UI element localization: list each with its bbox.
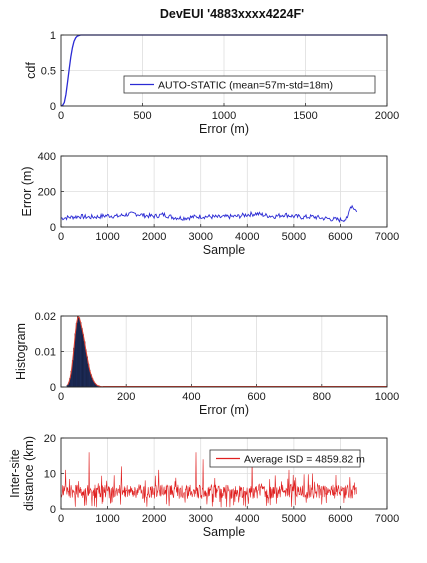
x-tick-label: 0 [58, 391, 64, 403]
histogram-bar [82, 334, 84, 388]
x-tick-label: 800 [313, 391, 331, 403]
x-tick-label: 600 [247, 391, 265, 403]
y-tick-label: 0.02 [35, 311, 56, 323]
legend-box [209, 449, 361, 468]
x-tick-label: 7000 [375, 231, 399, 243]
x-tick-label: 500 [133, 110, 151, 122]
x-tick-label: 400 [182, 391, 200, 403]
error-vs-sample-panel: 0 1000 2000 3000 4000 5000 6000 7000 0 200 400 Samp… [20, 151, 399, 257]
histogram-bar [75, 322, 78, 388]
y-tick-label: 0 [50, 222, 56, 234]
y-tick-label: 20 [44, 433, 56, 445]
isd-panel: 0 1000 2000 3000 4000 5000 6000 7000 0 10 20 Sample… [8, 433, 399, 539]
x-tick-label: 3000 [188, 513, 212, 525]
y-tick-label: 1 [50, 30, 56, 42]
histogram-fit-line [67, 315, 103, 388]
axes-frame [60, 34, 388, 107]
y-axis-label: Inter-sitedistance (km) [8, 436, 36, 511]
x-axis-label: Sample [203, 525, 245, 539]
x-tick-label: 2000 [142, 513, 166, 525]
histogram-bar [78, 317, 81, 388]
cdf-panel: 0 500 1000 1500 2000 0 0.5 1 Error (m) cdf AUTO-ST… [24, 30, 399, 136]
histogram-bar [84, 349, 87, 388]
histogram-bar [83, 341, 86, 388]
x-axis-label: Sample [203, 243, 245, 257]
y-tick-label: 0 [50, 101, 56, 113]
y-tick-label: 0.01 [35, 347, 56, 359]
x-tick-label: 2000 [142, 231, 166, 243]
x-axis-label: Error (m) [199, 122, 249, 136]
x-tick-label: 1000 [95, 513, 119, 525]
y-tick-label: 400 [38, 151, 56, 163]
x-tick-label: 4000 [235, 231, 259, 243]
isd-trace [60, 452, 357, 508]
x-tick-label: 200 [117, 391, 135, 403]
x-tick-label: 1500 [293, 110, 317, 122]
y-tick-label: 0.5 [41, 66, 56, 78]
histogram-bar [79, 322, 82, 388]
y-tick-label: 10 [44, 469, 56, 481]
x-tick-label: 4000 [235, 513, 259, 525]
x-tick-label: 2000 [375, 110, 399, 122]
legend-label: Average ISD = 4859.82 m [244, 454, 365, 466]
y-axis-label-line: Inter-site [8, 449, 22, 498]
y-axis-label: cdf [24, 62, 38, 79]
legend-label: AUTO-STATIC (mean=57m-std=18m) [158, 80, 333, 92]
y-tick-label: 0 [50, 504, 56, 516]
legend-box [123, 75, 376, 94]
x-axis-label: Error (m) [199, 403, 249, 417]
x-tick-label: 5000 [282, 513, 306, 525]
x-tick-label: 5000 [282, 231, 306, 243]
x-tick-label: 7000 [375, 513, 399, 525]
y-axis-label: Histogram [14, 323, 28, 380]
y-axis-label-line: distance (km) [22, 436, 36, 511]
axes-frame [60, 437, 388, 510]
y-tick-label: 0 [50, 382, 56, 394]
y-tick-label: 200 [38, 187, 56, 199]
x-tick-label: 0 [58, 231, 64, 243]
x-tick-label: 3000 [188, 231, 212, 243]
figure-title: DevEUI '4883xxxx4224F' [160, 7, 304, 21]
x-tick-label: 6000 [328, 513, 352, 525]
x-tick-label: 1000 [95, 231, 119, 243]
axes-frame [60, 315, 388, 388]
error-trace [60, 204, 358, 223]
histogram-bar [77, 316, 79, 388]
histogram-bar [81, 328, 83, 388]
histogram-panel: 0 200 400 600 800 1000 0 0.01 0.02 Error (m) Histo… [14, 311, 399, 417]
x-tick-label: 0 [58, 513, 64, 525]
x-tick-label: 6000 [328, 231, 352, 243]
x-tick-label: 0 [58, 110, 64, 122]
axes-frame [60, 155, 388, 228]
x-tick-label: 1000 [375, 391, 399, 403]
x-tick-label: 1000 [212, 110, 236, 122]
y-axis-label: Error (m) [20, 167, 34, 217]
